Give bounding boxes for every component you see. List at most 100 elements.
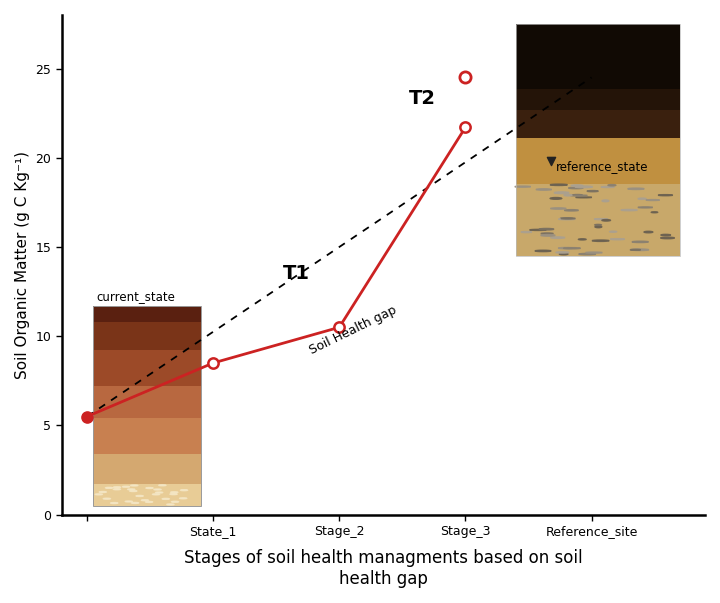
- Ellipse shape: [556, 251, 569, 253]
- Circle shape: [180, 498, 186, 499]
- Circle shape: [167, 504, 174, 505]
- Point: [81, 412, 93, 421]
- Circle shape: [171, 492, 178, 493]
- Bar: [94, 418, 201, 454]
- Ellipse shape: [564, 210, 578, 211]
- Circle shape: [171, 501, 179, 502]
- Ellipse shape: [644, 232, 653, 233]
- Circle shape: [181, 490, 188, 491]
- Ellipse shape: [576, 197, 592, 198]
- Y-axis label: Soil Organic Matter (g C Kg⁻¹): Soil Organic Matter (g C Kg⁻¹): [15, 151, 30, 379]
- Ellipse shape: [592, 240, 609, 241]
- Text: T1: T1: [282, 264, 310, 283]
- Circle shape: [159, 485, 166, 486]
- Ellipse shape: [610, 231, 616, 232]
- Bar: [94, 322, 201, 350]
- Ellipse shape: [564, 248, 580, 249]
- Ellipse shape: [646, 200, 660, 201]
- Ellipse shape: [561, 218, 575, 219]
- Ellipse shape: [660, 237, 675, 239]
- Ellipse shape: [521, 232, 532, 233]
- Ellipse shape: [595, 224, 601, 226]
- Ellipse shape: [661, 235, 670, 236]
- Circle shape: [104, 498, 110, 499]
- Ellipse shape: [587, 191, 598, 192]
- Ellipse shape: [602, 200, 609, 202]
- Circle shape: [111, 502, 118, 504]
- Ellipse shape: [570, 195, 588, 196]
- Bar: [94, 484, 201, 506]
- Circle shape: [99, 491, 107, 493]
- Circle shape: [132, 502, 138, 504]
- Ellipse shape: [541, 233, 553, 234]
- Ellipse shape: [569, 188, 583, 189]
- Circle shape: [122, 486, 130, 487]
- Ellipse shape: [536, 189, 552, 190]
- Ellipse shape: [515, 186, 531, 187]
- Ellipse shape: [571, 185, 582, 186]
- Point: [207, 358, 219, 368]
- Ellipse shape: [530, 229, 546, 230]
- Bar: [516, 89, 680, 110]
- Ellipse shape: [551, 208, 566, 209]
- Circle shape: [127, 489, 135, 490]
- Bar: [516, 24, 680, 89]
- Bar: [94, 306, 201, 322]
- Point: [459, 122, 471, 132]
- Ellipse shape: [658, 195, 672, 196]
- Ellipse shape: [551, 237, 564, 238]
- Ellipse shape: [595, 226, 602, 228]
- Text: current_state: current_state: [96, 291, 175, 303]
- Ellipse shape: [550, 198, 562, 200]
- Ellipse shape: [601, 186, 614, 188]
- Point: [333, 323, 345, 332]
- Ellipse shape: [638, 198, 646, 200]
- Bar: [94, 454, 201, 484]
- Circle shape: [113, 489, 120, 490]
- Ellipse shape: [652, 212, 657, 213]
- Circle shape: [125, 501, 132, 502]
- Ellipse shape: [554, 192, 569, 194]
- Point: [459, 72, 471, 82]
- Ellipse shape: [559, 253, 568, 255]
- Circle shape: [114, 487, 120, 488]
- Ellipse shape: [611, 239, 625, 240]
- Ellipse shape: [608, 185, 616, 186]
- Ellipse shape: [558, 247, 572, 249]
- Ellipse shape: [638, 207, 652, 208]
- Bar: [516, 184, 680, 256]
- Ellipse shape: [621, 209, 637, 210]
- Circle shape: [130, 490, 137, 491]
- Circle shape: [162, 498, 169, 499]
- Ellipse shape: [585, 252, 602, 253]
- Ellipse shape: [602, 219, 611, 221]
- Ellipse shape: [630, 249, 641, 250]
- Ellipse shape: [564, 194, 572, 196]
- Bar: [94, 350, 201, 386]
- Ellipse shape: [628, 188, 644, 189]
- Circle shape: [154, 489, 161, 490]
- Ellipse shape: [550, 184, 567, 186]
- Ellipse shape: [560, 218, 572, 219]
- Text: Soil Health gap: Soil Health gap: [307, 303, 399, 357]
- Text: T2: T2: [409, 89, 436, 108]
- Circle shape: [131, 485, 138, 486]
- Bar: [94, 306, 201, 506]
- Circle shape: [106, 487, 112, 488]
- X-axis label: Stages of soil health managments based on soil
health gap: Stages of soil health managments based o…: [184, 549, 582, 588]
- Point: [545, 157, 557, 166]
- Bar: [516, 110, 680, 137]
- Circle shape: [156, 492, 163, 493]
- Ellipse shape: [631, 249, 649, 251]
- Ellipse shape: [632, 241, 649, 242]
- Bar: [516, 137, 680, 184]
- Circle shape: [153, 494, 160, 495]
- Text: reference_state: reference_state: [556, 160, 649, 173]
- Bar: [94, 386, 201, 418]
- Ellipse shape: [578, 239, 586, 240]
- Circle shape: [95, 494, 102, 495]
- Ellipse shape: [539, 229, 554, 230]
- Bar: [516, 24, 680, 256]
- Ellipse shape: [541, 235, 555, 236]
- Ellipse shape: [535, 250, 551, 251]
